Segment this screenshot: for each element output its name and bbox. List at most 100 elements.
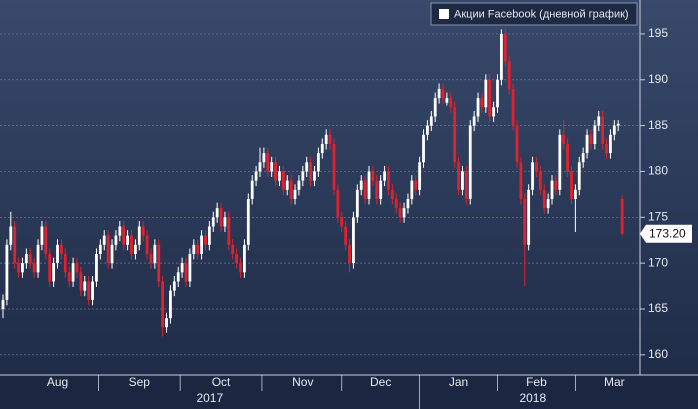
candle-body [258, 162, 262, 172]
candle-body [422, 134, 425, 163]
x-tick-label: Aug [47, 375, 68, 389]
candle-body [13, 226, 17, 264]
candle-body [285, 180, 289, 190]
plot-background [0, 0, 698, 375]
candle-body [83, 281, 87, 291]
candle-body [589, 134, 593, 144]
candle-body [301, 171, 305, 181]
y-tick-label: 185 [648, 118, 668, 132]
candle-body [9, 226, 13, 245]
candle-body [601, 116, 605, 144]
candle-body [410, 180, 414, 199]
candle-body [24, 253, 28, 264]
candle-body [581, 153, 585, 163]
candle-body [352, 217, 355, 264]
y-tick-label: 160 [648, 347, 668, 361]
candle-body [468, 125, 472, 199]
candle-body [367, 171, 371, 199]
candle-body [546, 198, 550, 209]
candle-body [215, 208, 219, 218]
candle-body [554, 180, 558, 190]
candle-body [375, 180, 379, 199]
x-tick-label: Nov [292, 375, 313, 389]
candle-body [169, 290, 172, 319]
last-price-tag [640, 224, 692, 243]
candle-body [305, 162, 309, 172]
candle-body [32, 263, 36, 273]
candle-body [344, 226, 348, 245]
candle-body [383, 171, 386, 181]
candle-body [67, 272, 71, 282]
candle-body [523, 198, 527, 245]
candle-body [98, 244, 102, 254]
candle-body [328, 134, 332, 144]
candle-body [17, 263, 20, 273]
y-tick-label: 165 [648, 301, 668, 315]
candle-body [316, 153, 320, 172]
legend-box [430, 2, 638, 26]
candle-body [480, 98, 484, 108]
candle-body [137, 226, 141, 245]
candle-body [130, 235, 133, 254]
candle-body [511, 88, 515, 126]
candle-body [577, 162, 581, 190]
candle-body [503, 33, 507, 62]
candle-body [507, 61, 511, 89]
candle-body [52, 263, 56, 282]
candle-body [476, 98, 480, 117]
candle-body [274, 162, 277, 181]
y-tick-label: 195 [648, 26, 668, 40]
candle-body [593, 125, 597, 144]
axes: 160 165 170 175 180 185 190 195 Aug Sep Oct Nov Dec J… [47, 26, 692, 409]
x-tick-label: Sep [129, 375, 151, 389]
candle-body [348, 244, 351, 264]
candle-body [566, 143, 569, 172]
candle-body [227, 217, 231, 245]
candle-body [196, 244, 200, 254]
candle-body [141, 226, 145, 236]
candle-body [542, 189, 546, 209]
candle-body [398, 208, 402, 218]
candle-body [538, 171, 542, 190]
candle-body [355, 189, 359, 218]
year-label: 2018 [519, 391, 546, 405]
candle-body [558, 134, 562, 190]
candle-body [484, 79, 488, 108]
candle-body [464, 171, 468, 199]
x-tick-label: Feb [526, 375, 547, 389]
candle-body [394, 198, 398, 209]
candle-body [488, 79, 492, 117]
candle-body [363, 180, 367, 199]
candle-body [445, 98, 449, 103]
candle-body [231, 244, 235, 254]
candle-body [40, 226, 44, 245]
candle-body [44, 226, 48, 254]
candle-body [71, 263, 75, 282]
candle-body [535, 162, 538, 172]
candle-body [102, 235, 106, 245]
candle-body [281, 171, 285, 190]
x-tick-label: Dec [370, 375, 391, 389]
legend: Акции Facebook (дневной график) [430, 2, 638, 26]
candle-body [616, 123, 620, 126]
candle-body [332, 143, 336, 190]
y-tick-label: 175 [648, 209, 668, 223]
candle-body [63, 253, 67, 273]
candle-body [204, 235, 207, 245]
candle-body [235, 253, 239, 264]
candle-body [278, 171, 281, 181]
candle-body [550, 180, 554, 199]
candle-body [500, 33, 503, 80]
candle-body [270, 162, 274, 172]
candle-body [320, 143, 324, 154]
candle-body [192, 244, 196, 254]
candle-body [239, 263, 242, 273]
candle-body [60, 244, 63, 254]
candle-body [293, 189, 297, 199]
candle-body [573, 189, 577, 199]
candle-body [531, 162, 534, 190]
candle-body [457, 162, 460, 190]
candle-body [157, 244, 161, 282]
candle-body [184, 263, 188, 282]
